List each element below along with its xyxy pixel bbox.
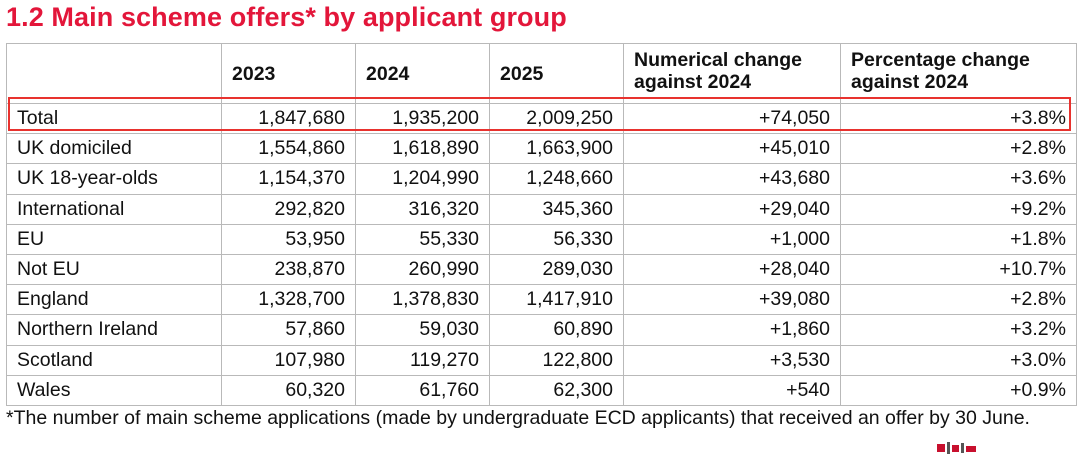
cell-2025: 62,300 (489, 374, 624, 406)
cell-2025: 1,248,660 (489, 163, 624, 195)
cell-numerical-change: +74,050 (623, 102, 841, 135)
cell-2023: 1,154,370 (221, 163, 356, 195)
header-cell: 2025 (489, 43, 624, 104)
cell-2023: 292,820 (221, 193, 356, 225)
table-row: UK 18-year-olds 1,154,370 1,204,990 1,24… (6, 163, 1077, 195)
header-cell: Percentage change against 2024 (840, 43, 1077, 104)
row-label: Not EU (6, 253, 222, 286)
header-cell: 2024 (355, 43, 490, 104)
table-header-row: 2023 2024 2025 Numerical change against … (6, 43, 1077, 104)
cell-numerical-change: +3,530 (623, 344, 841, 376)
cell-percentage-change: +1.8% (840, 223, 1077, 255)
cell-2024: 61,760 (355, 374, 490, 406)
cell-percentage-change: +10.7% (840, 253, 1077, 286)
cell-numerical-change: +29,040 (623, 193, 841, 225)
header-cell: Numerical change against 2024 (623, 43, 841, 104)
cell-numerical-change: +43,680 (623, 163, 841, 195)
cell-2024: 1,935,200 (355, 102, 490, 135)
row-label: UK 18-year-olds (6, 163, 222, 195)
table-row: Wales 60,320 61,760 62,300 +540 +0.9% (6, 374, 1077, 406)
cell-2023: 1,847,680 (221, 102, 356, 135)
cell-percentage-change: +0.9% (840, 374, 1077, 406)
cell-2023: 238,870 (221, 253, 356, 286)
table-row: England 1,328,700 1,378,830 1,417,910 +3… (6, 284, 1077, 316)
page-title: 1.2 Main scheme offers* by applicant gro… (6, 2, 567, 32)
cell-2025: 2,009,250 (489, 102, 624, 135)
cell-2023: 60,320 (221, 374, 356, 406)
cell-2024: 260,990 (355, 253, 490, 286)
cell-2025: 56,330 (489, 223, 624, 255)
footnote: *The number of main scheme applications … (6, 407, 1030, 429)
cell-2023: 1,328,700 (221, 284, 356, 316)
cell-numerical-change: +45,010 (623, 133, 841, 165)
cell-2024: 59,030 (355, 314, 490, 346)
row-label: UK domiciled (6, 133, 222, 165)
table-row: Not EU 238,870 260,990 289,030 +28,040 +… (6, 253, 1077, 286)
cell-percentage-change: +3.0% (840, 344, 1077, 376)
cell-2023: 107,980 (221, 344, 356, 376)
cell-2024: 119,270 (355, 344, 490, 376)
row-label: Northern Ireland (6, 314, 222, 346)
cell-2024: 1,378,830 (355, 284, 490, 316)
cell-percentage-change: +3.8% (840, 102, 1077, 135)
row-label: Wales (6, 374, 222, 406)
cell-percentage-change: +2.8% (840, 284, 1077, 316)
cell-numerical-change: +1,860 (623, 314, 841, 346)
cell-percentage-change: +2.8% (840, 133, 1077, 165)
header-cell (6, 43, 222, 104)
table-row: Northern Ireland 57,860 59,030 60,890 +1… (6, 314, 1077, 346)
table-row: Total 1,847,680 1,935,200 2,009,250 +74,… (6, 102, 1077, 135)
cell-2023: 53,950 (221, 223, 356, 255)
cell-percentage-change: +3.6% (840, 163, 1077, 195)
row-label: EU (6, 223, 222, 255)
cell-2023: 57,860 (221, 314, 356, 346)
cell-numerical-change: +28,040 (623, 253, 841, 286)
cell-2023: 1,554,860 (221, 133, 356, 165)
cell-numerical-change: +540 (623, 374, 841, 406)
table-row: UK domiciled 1,554,860 1,618,890 1,663,9… (6, 133, 1077, 165)
cell-2024: 1,618,890 (355, 133, 490, 165)
cell-2025: 122,800 (489, 344, 624, 376)
cell-numerical-change: +1,000 (623, 223, 841, 255)
row-label: Total (6, 102, 222, 135)
cell-2024: 55,330 (355, 223, 490, 255)
table-row: Scotland 107,980 119,270 122,800 +3,530 … (6, 344, 1077, 376)
cell-2025: 1,663,900 (489, 133, 624, 165)
table-row: International 292,820 316,320 345,360 +2… (6, 193, 1077, 225)
watermark-logo-icon (937, 442, 976, 454)
cell-2024: 316,320 (355, 193, 490, 225)
table-row: EU 53,950 55,330 56,330 +1,000 +1.8% (6, 223, 1077, 255)
row-label: International (6, 193, 222, 225)
header-cell: 2023 (221, 43, 356, 104)
cell-percentage-change: +3.2% (840, 314, 1077, 346)
cell-2025: 1,417,910 (489, 284, 624, 316)
row-label: England (6, 284, 222, 316)
cell-2025: 289,030 (489, 253, 624, 286)
cell-numerical-change: +39,080 (623, 284, 841, 316)
row-label: Scotland (6, 344, 222, 376)
cell-2025: 60,890 (489, 314, 624, 346)
offers-table: 2023 2024 2025 Numerical change against … (6, 43, 1077, 406)
cell-percentage-change: +9.2% (840, 193, 1077, 225)
cell-2025: 345,360 (489, 193, 624, 225)
cell-2024: 1,204,990 (355, 163, 490, 195)
